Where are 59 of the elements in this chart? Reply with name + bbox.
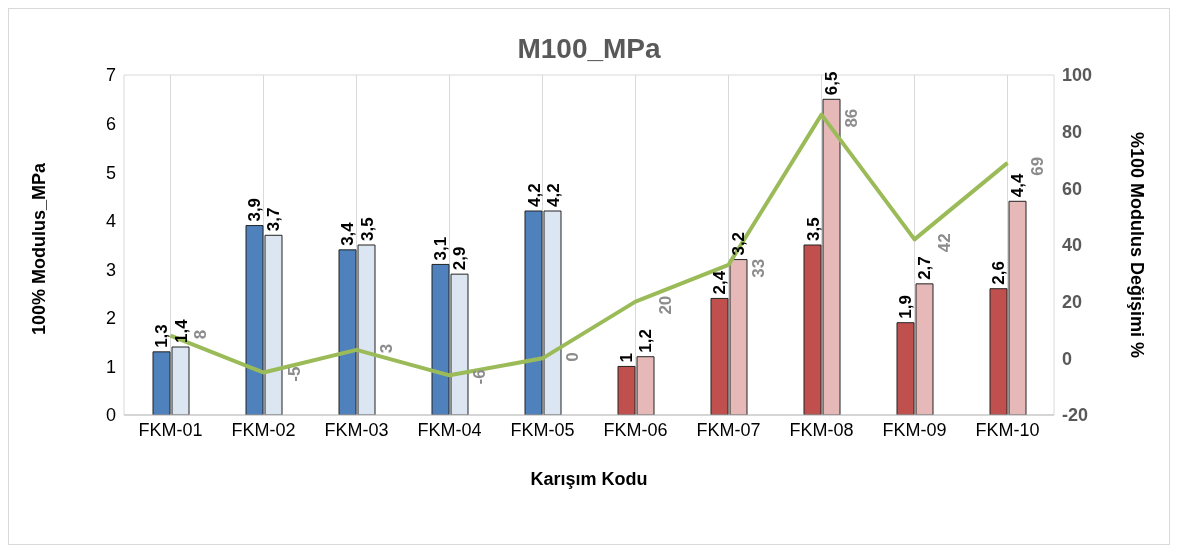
x-tick-label: FKM-08 [789,419,854,440]
y2-tick-label: -20 [1062,405,1089,426]
data-label: 3,5 [803,217,823,241]
data-label: 3,2 [729,231,749,256]
data-label: 4,2 [543,183,563,207]
data-label: 0 [563,352,583,362]
data-label: 42 [935,233,955,253]
x-tick-label: FKM-03 [324,419,389,440]
y-tick-label: 2 [105,308,116,329]
y-tick-label: 1 [105,356,116,377]
data-label: 86 [842,108,862,128]
data-label: 6,5 [822,71,842,96]
x-tick-label: FKM-02 [231,419,296,440]
data-label: 2,9 [450,246,470,271]
data-label: 3,1 [431,236,451,261]
data-label: 3,5 [357,217,377,241]
y-tick-label: 3 [105,259,116,280]
data-label: 1 [617,352,637,363]
x-tick-label: FKM-04 [417,419,482,440]
y-tick-label: 5 [105,162,116,183]
data-label: 3,7 [264,207,284,232]
data-label: 8 [191,329,211,340]
data-label: 69 [1028,156,1048,176]
data-label: 1,3 [152,324,172,348]
y2-tick-label: 60 [1062,178,1083,199]
x-tick-label: FKM-01 [138,419,203,440]
data-label: 2,4 [710,270,730,295]
y2-tick-label: 80 [1062,122,1083,143]
data-label: 33 [749,258,769,278]
y-tick-label: 4 [105,211,116,232]
data-label: -5 [284,366,304,382]
y-tick-label: 6 [105,113,116,134]
data-label: 1,2 [636,329,656,353]
y2-tick-label: 0 [1062,348,1073,369]
x-axis-title: Karışım Kodu [530,469,648,489]
y-axis-title: 100% Modulus_MPa [29,161,50,335]
y2-axis-title: %100 Modulus Değişimi % [1127,131,1147,359]
data-label: 3,9 [245,197,265,222]
x-tick-label: FKM-10 [975,419,1040,440]
y2-tick-label: 100 [1062,65,1093,86]
data-label: 2,6 [989,261,1009,285]
data-label: 20 [656,295,676,315]
x-tick-label: FKM-09 [882,419,947,440]
x-tick-label: FKM-07 [696,419,761,440]
data-label: 3 [377,343,397,354]
data-label: 3,4 [338,221,358,246]
data-label: 1,4 [171,318,191,343]
y2-tick-label: 20 [1062,292,1083,313]
y2-tick-label: 40 [1062,235,1083,256]
x-tick-label: FKM-05 [510,419,575,440]
chart-title: M100_MPa [516,33,662,65]
data-label: -6 [470,369,490,385]
y-tick-label: 0 [105,405,116,426]
data-label: 2,7 [915,256,935,280]
y-tick-label: 7 [105,65,116,86]
data-label: 1,9 [896,295,916,319]
x-tick-label: FKM-06 [603,419,668,440]
data-label: 4,2 [524,183,544,207]
data-label: 4,4 [1008,173,1028,198]
